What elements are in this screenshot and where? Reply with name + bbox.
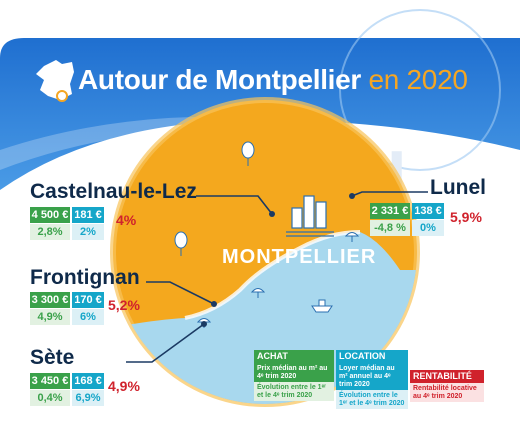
evo-loyer-lunel: 0% [412, 220, 444, 236]
loyer-sete: 168 € [72, 373, 104, 389]
evo-loyer-sete: 6,9% [72, 390, 104, 406]
legend-location-line1: Loyer médian au m² annuel au 4ᵉ trim 202… [336, 363, 408, 390]
rentabilite-lunel: 5,9% [450, 209, 482, 225]
city-name-lunel: Lunel [430, 176, 486, 199]
loyer-lunel: 138 € [412, 203, 444, 219]
rentabilite-sete: 4,9% [108, 378, 140, 394]
evo-loyer-frontignan: 6% [72, 309, 104, 325]
city-buildings-icon [286, 195, 334, 237]
legend-achat-title: ACHAT [254, 350, 334, 363]
france-map-icon [36, 60, 74, 102]
boat-icon [311, 299, 333, 313]
legend-achat: ACHAT Prix médian au m² au 4ᵉ trim 2020 … [254, 350, 334, 401]
evo-prix-frontignan: 4,9% [30, 309, 70, 325]
city-name-castelnau: Castelnau-le-Lez [30, 180, 197, 203]
tree-icon [174, 141, 255, 256]
evo-prix-castelnau: 2,8% [30, 224, 70, 240]
city-name-frontignan: Frontignan [30, 266, 140, 289]
evo-loyer-castelnau: 2% [72, 224, 104, 240]
prix-sete: 3 450 € [30, 373, 70, 389]
city-name-sete: Sète [30, 346, 75, 369]
rentabilite-castelnau: 4% [116, 212, 137, 228]
rentabilite-frontignan: 5,2% [108, 297, 140, 313]
evo-prix-sete: 0,4% [30, 390, 70, 406]
loyer-frontignan: 170 € [72, 292, 104, 308]
legend-rentabilite: RENTABILITÉ Rentabilité locative au 4ᵉ t… [410, 370, 484, 402]
legend-location: LOCATION Loyer médian au m² annuel au 4ᵉ… [336, 350, 408, 409]
legend-rentabilite-title: RENTABILITÉ [410, 370, 484, 383]
title-main: Autour de Montpellier [78, 64, 362, 95]
legend-achat-line1: Prix médian au m² au 4ᵉ trim 2020 [254, 363, 334, 382]
evo-prix-lunel: -4,8 % [370, 220, 410, 236]
center-city-label: MONTPELLIER [222, 246, 377, 268]
legend-rentabilite-line1: Rentabilité locative au 4ᵉ trim 2020 [410, 383, 484, 402]
prix-castelnau: 4 500 € [30, 207, 70, 223]
umbrella-icon [196, 232, 360, 328]
legend-location-line2: Évolution entre le 1ᵉʳ et le 4ᵉ trim 202… [336, 390, 408, 409]
legend-achat-line2: Évolution entre le 1ᵉʳ et le 4ᵉ trim 202… [254, 382, 334, 401]
prix-lunel: 2 331 € [370, 203, 410, 219]
legend-location-title: LOCATION [336, 350, 408, 363]
page-title: Autour de Montpellier en 2020 [78, 64, 468, 96]
loyer-castelnau: 181 € [72, 207, 104, 223]
prix-frontignan: 3 300 € [30, 292, 70, 308]
title-year: en 2020 [368, 64, 468, 95]
